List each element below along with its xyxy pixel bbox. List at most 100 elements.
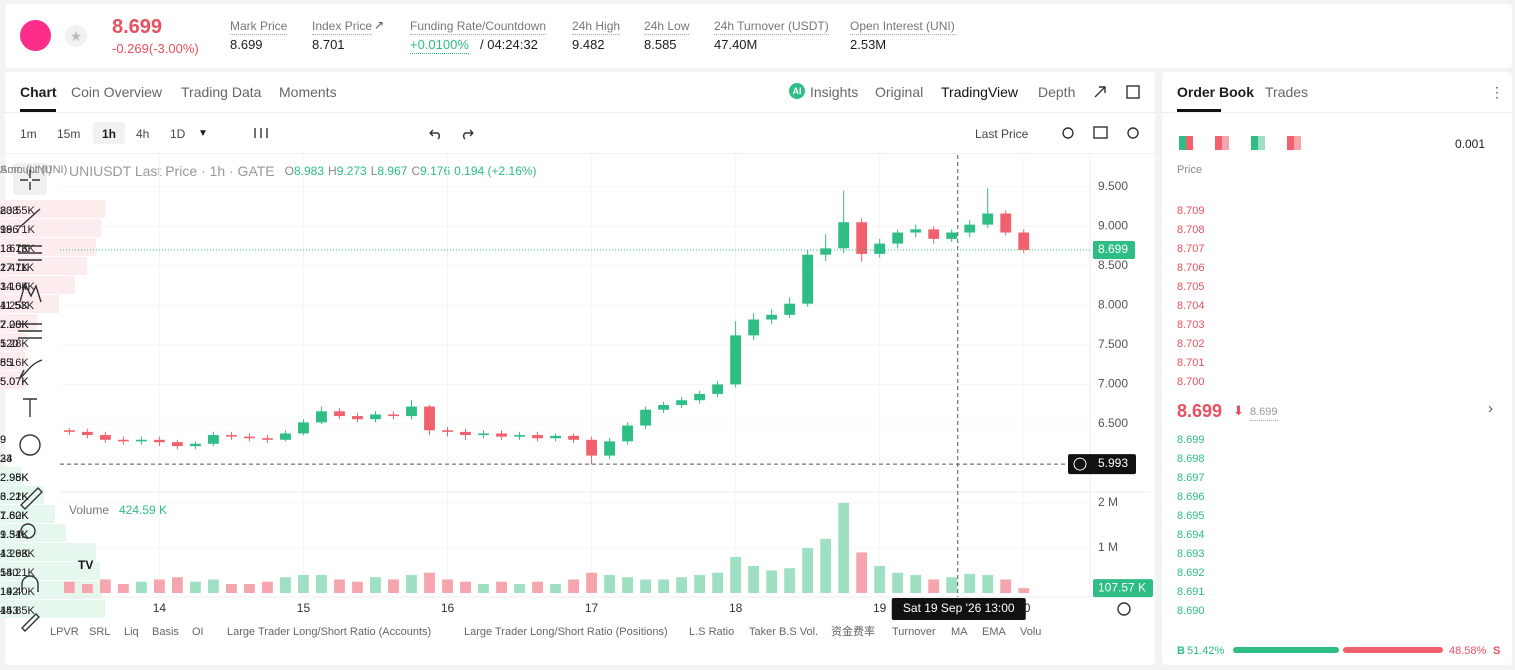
interval-button[interactable]: 1m bbox=[20, 127, 37, 141]
indicator-tab[interactable]: OI bbox=[192, 626, 204, 638]
screenshot-button[interactable] bbox=[1093, 126, 1108, 139]
layout-button[interactable] bbox=[1126, 85, 1140, 99]
view-tab[interactable]: TradingView bbox=[941, 84, 1019, 100]
brush-tool[interactable] bbox=[19, 359, 43, 379]
interval-button[interactable]: 1h bbox=[102, 127, 117, 141]
mid-price: 8.699 bbox=[1177, 401, 1223, 421]
order-book-tab[interactable]: Order Book bbox=[1177, 84, 1255, 100]
candle-body bbox=[910, 229, 922, 233]
indicator-tab[interactable]: Taker B.S Vol. bbox=[749, 626, 819, 638]
view-tab[interactable]: Depth bbox=[1038, 84, 1076, 100]
depth-bar bbox=[0, 257, 88, 275]
indicator-tab[interactable]: LPVR bbox=[50, 626, 79, 638]
legend-value: 9.273 bbox=[336, 164, 367, 178]
book-price: 8.690 bbox=[1177, 605, 1205, 617]
candle-body bbox=[514, 435, 525, 437]
book-sum: 5.16K bbox=[0, 357, 29, 369]
indicator-tab[interactable]: MA bbox=[951, 626, 968, 638]
favorite-star[interactable]: ★ bbox=[65, 25, 87, 47]
depth-bar bbox=[0, 505, 56, 523]
candle-body bbox=[712, 384, 724, 394]
stat-value: 9.482 bbox=[572, 37, 605, 52]
ruler-tool[interactable] bbox=[20, 487, 43, 510]
text-tool[interactable] bbox=[23, 398, 37, 417]
volume-bar bbox=[640, 579, 651, 593]
volume-bar bbox=[190, 581, 201, 593]
indicator-tab[interactable]: Basis bbox=[152, 626, 179, 638]
v-tick-label: 2 M bbox=[1098, 495, 1118, 509]
indicator-tab[interactable]: Liq bbox=[124, 626, 139, 638]
candle-body bbox=[838, 222, 850, 249]
book-price: 8.700 bbox=[1177, 376, 1205, 388]
volume-bar bbox=[928, 579, 940, 593]
book-view-button[interactable] bbox=[1251, 136, 1265, 150]
indicator-tab[interactable]: 资金费率 bbox=[831, 626, 875, 638]
pattern-tool[interactable] bbox=[19, 282, 42, 303]
chart-tab[interactable]: Coin Overview bbox=[71, 84, 163, 100]
crosshair-tool[interactable] bbox=[20, 170, 40, 190]
view-tab[interactable]: Original bbox=[875, 84, 924, 100]
candle-body bbox=[406, 406, 417, 417]
redo-button[interactable] bbox=[463, 129, 474, 140]
order-book-tab[interactable]: Trades bbox=[1265, 84, 1309, 100]
volume-bar bbox=[946, 577, 958, 593]
indicator-tab[interactable]: EMA bbox=[982, 626, 1006, 638]
volume-bar bbox=[334, 579, 345, 593]
settings-button[interactable] bbox=[1127, 127, 1139, 139]
price-source[interactable]: Last Price bbox=[975, 127, 1029, 141]
book-header: Amount (UNI) bbox=[0, 164, 68, 176]
indicator-tab[interactable]: Large Trader Long/Short Ratio (Positions… bbox=[464, 626, 668, 638]
fib-tool[interactable] bbox=[18, 245, 42, 261]
indicator-tab[interactable]: SRL bbox=[89, 626, 111, 638]
book-amount: 9 bbox=[0, 434, 7, 446]
book-sum: 5.28K bbox=[0, 338, 29, 350]
active-tab-underline bbox=[1177, 109, 1221, 112]
interval-button[interactable]: 15m bbox=[57, 127, 81, 141]
book-view-button[interactable] bbox=[1179, 136, 1193, 150]
candle-body bbox=[388, 414, 399, 417]
candle-body bbox=[244, 436, 255, 439]
chart-tab[interactable]: Chart bbox=[20, 84, 57, 100]
edit-tool[interactable] bbox=[21, 613, 40, 632]
undo-button[interactable] bbox=[429, 129, 440, 140]
chart-settings-button[interactable] bbox=[1117, 602, 1131, 616]
indicator-tab[interactable]: L.S Ratio bbox=[689, 626, 735, 638]
candle-body bbox=[226, 435, 237, 437]
volume-legend-value: 424.59 K bbox=[119, 503, 168, 517]
candle-body bbox=[982, 213, 994, 225]
volume-bar bbox=[658, 579, 669, 593]
projection-tool[interactable] bbox=[18, 323, 42, 339]
y-tick-label: 8.000 bbox=[1098, 297, 1128, 311]
chart-tab[interactable]: Trading Data bbox=[181, 84, 262, 100]
indicator-tab[interactable]: Turnover bbox=[892, 626, 936, 638]
magnet-tool[interactable] bbox=[21, 575, 39, 592]
y-tick-label: 9.500 bbox=[1098, 179, 1128, 193]
chart-type-button[interactable] bbox=[254, 128, 268, 138]
precision-select[interactable]: 0.001 bbox=[1455, 137, 1486, 151]
book-price: 8.697 bbox=[1177, 472, 1205, 484]
indicator-tab[interactable]: Large Trader Long/Short Ratio (Accounts) bbox=[227, 626, 432, 638]
volume-bar bbox=[226, 583, 237, 593]
book-amount: 4.25K bbox=[0, 300, 29, 312]
volume-bar bbox=[586, 572, 597, 593]
volume-bar bbox=[766, 570, 778, 593]
volume-bar bbox=[81, 583, 93, 593]
zoom-tool[interactable] bbox=[20, 523, 36, 539]
indicator-tab[interactable]: Volu bbox=[1020, 626, 1042, 638]
line-tool[interactable] bbox=[19, 208, 41, 228]
volume-bar bbox=[784, 568, 796, 593]
book-amount: 85 bbox=[0, 357, 13, 369]
view-tab[interactable]: Insights bbox=[810, 84, 859, 100]
interval-button[interactable]: 1D bbox=[170, 127, 186, 141]
book-view-button[interactable] bbox=[1287, 136, 1301, 150]
book-price: 8.692 bbox=[1177, 567, 1205, 579]
volume-bar bbox=[856, 552, 868, 593]
interval-button[interactable]: 4h bbox=[136, 127, 150, 141]
chart-tab[interactable]: Moments bbox=[279, 84, 337, 100]
fullscreen-button[interactable] bbox=[1094, 86, 1106, 98]
candle-body bbox=[874, 243, 886, 254]
emoji-tool[interactable] bbox=[19, 434, 41, 456]
book-view-button[interactable] bbox=[1215, 136, 1229, 150]
search-button[interactable] bbox=[1062, 127, 1074, 139]
